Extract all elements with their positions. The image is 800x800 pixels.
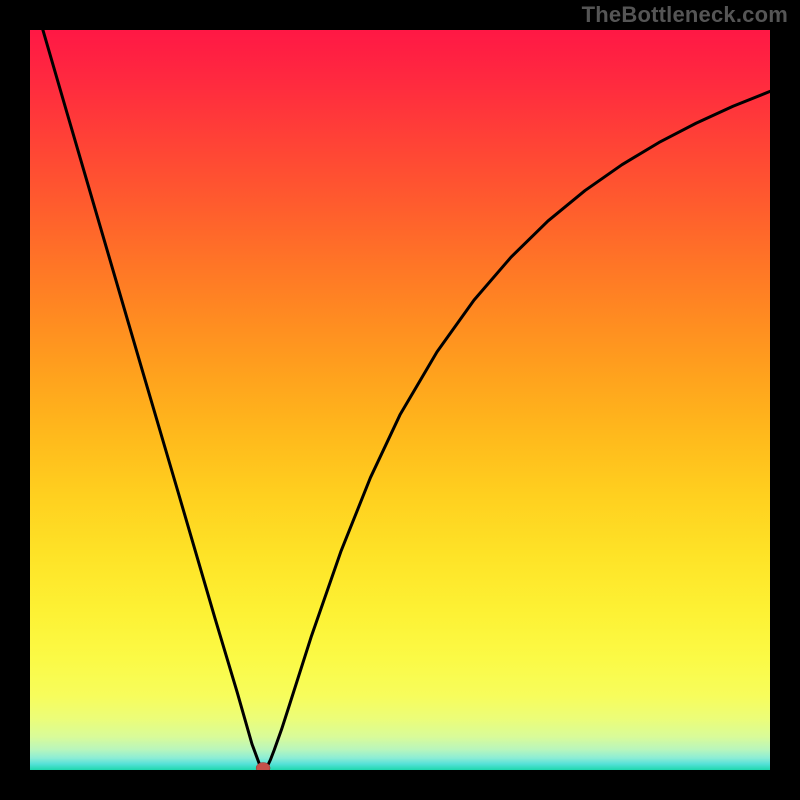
watermark-text: TheBottleneck.com xyxy=(582,2,788,28)
bottleneck-chart xyxy=(0,0,800,800)
chart-container: TheBottleneck.com xyxy=(0,0,800,800)
